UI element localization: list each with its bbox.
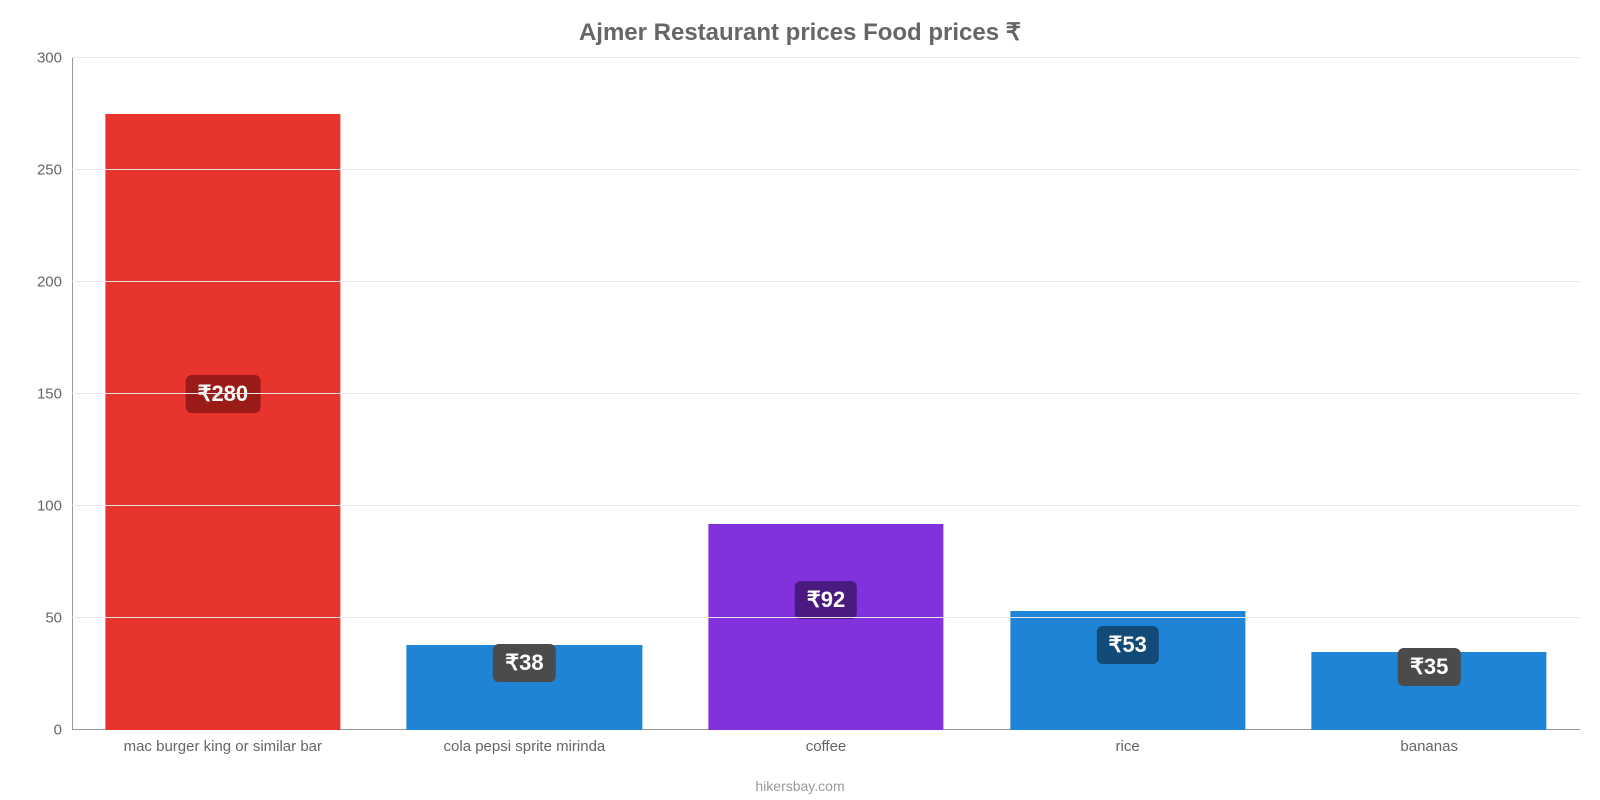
bar-slot: ₹38cola pepsi sprite mirinda [374, 58, 676, 730]
bar-slot: ₹35bananas [1278, 58, 1580, 730]
source-label: hikersbay.com [0, 778, 1600, 794]
grid-line [72, 169, 1580, 170]
bars-container: ₹280mac burger king or similar bar₹38col… [72, 58, 1580, 730]
y-tick-label: 200 [37, 274, 72, 291]
bar-chart: Ajmer Restaurant prices Food prices ₹ ₹2… [0, 0, 1600, 800]
y-tick-label: 150 [37, 386, 72, 403]
grid-line [72, 393, 1580, 394]
bar-slot: ₹280mac burger king or similar bar [72, 58, 374, 730]
x-tick-label: rice [1115, 730, 1139, 755]
x-tick-label: mac burger king or similar bar [124, 730, 322, 755]
y-tick-label: 50 [45, 610, 72, 627]
grid-line [72, 281, 1580, 282]
x-tick-label: bananas [1400, 730, 1458, 755]
value-badge: ₹38 [493, 644, 555, 682]
bar-slot: ₹92coffee [675, 58, 977, 730]
grid-line [72, 617, 1580, 618]
y-tick-label: 250 [37, 162, 72, 179]
chart-title: Ajmer Restaurant prices Food prices ₹ [0, 18, 1600, 47]
y-tick-label: 300 [37, 50, 72, 67]
x-tick-label: coffee [806, 730, 847, 755]
grid-line [72, 505, 1580, 506]
bar [105, 114, 340, 730]
grid-line [72, 57, 1580, 58]
value-badge: ₹280 [185, 375, 260, 413]
value-badge: ₹53 [1096, 626, 1158, 664]
value-badge: ₹92 [795, 581, 857, 619]
plot-area: ₹280mac burger king or similar bar₹38col… [72, 58, 1580, 730]
x-tick-label: cola pepsi sprite mirinda [444, 730, 606, 755]
y-tick-label: 0 [54, 722, 72, 739]
value-badge: ₹35 [1398, 648, 1460, 686]
bar-slot: ₹53rice [977, 58, 1279, 730]
y-tick-label: 100 [37, 498, 72, 515]
bar [708, 524, 943, 730]
